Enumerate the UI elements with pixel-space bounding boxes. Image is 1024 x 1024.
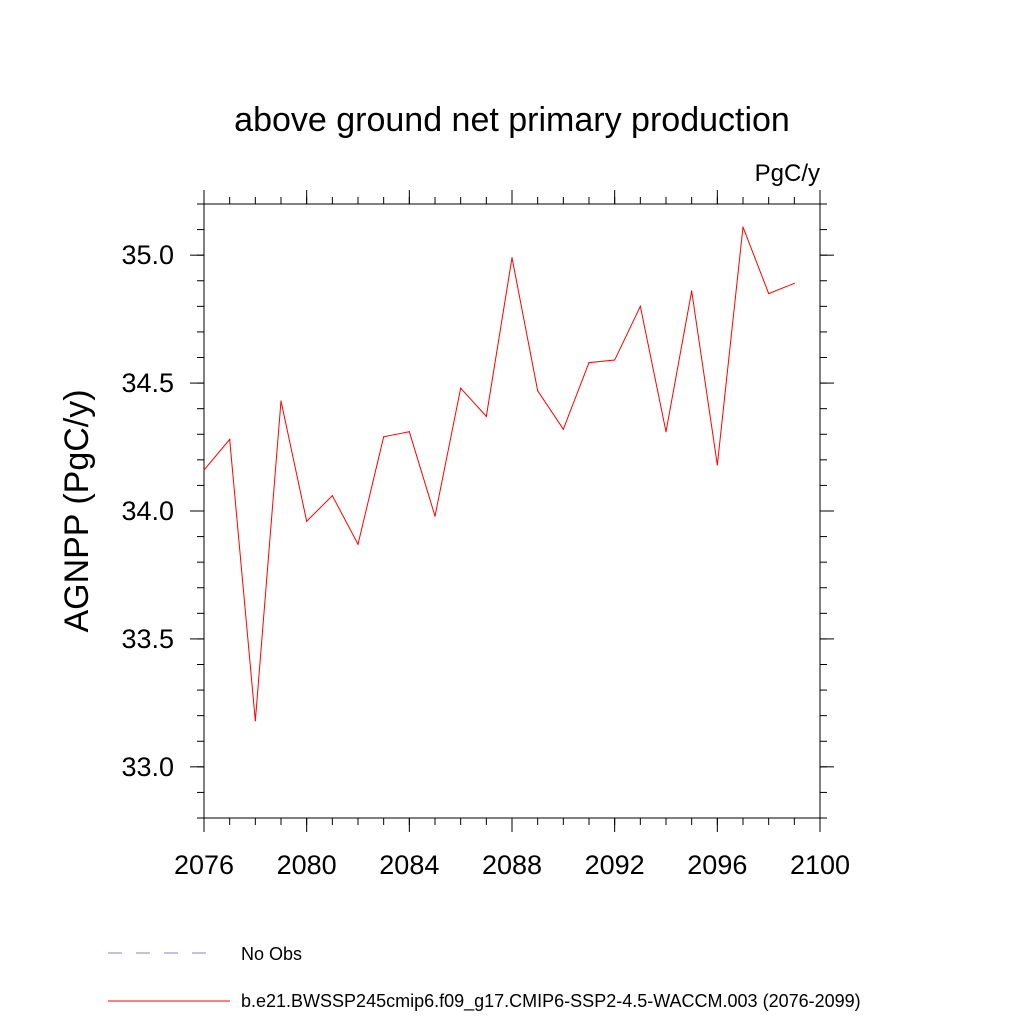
data-point [408,431,410,433]
data-point [716,464,718,466]
data-point [331,495,333,497]
legend: No Obs b.e21.BWSSP245cmip6.f09_g17.CMIP6… [108,944,861,1012]
data-point [280,400,282,402]
data-point [768,292,770,295]
x-tick-label: 2100 [790,850,850,880]
data-point [665,431,667,433]
x-tick-label: 2080 [277,850,337,880]
data-point [793,282,795,284]
y-tick-label: 34.0 [121,496,174,526]
y-axis-label: AGNPP (PgC/y) [58,389,96,632]
series-line [203,226,795,721]
plot-frame [203,203,821,819]
data-point [485,415,487,417]
data-point [254,720,256,722]
data-point [383,436,385,438]
y-tick-label: 33.0 [121,752,174,782]
data-point [511,257,513,259]
chart-title: above ground net primary production [234,101,790,139]
data-point [306,520,308,522]
data-point [434,515,436,517]
x-tick-label: 2076 [174,850,234,880]
legend-label-model: b.e21.BWSSP245cmip6.f09_g17.CMIP6-SSP2-4… [241,991,861,1012]
units-label: PgC/y [755,160,820,187]
y-tick-label: 35.0 [121,240,174,270]
data-point [537,390,539,392]
data-point [742,226,744,228]
data-point [588,362,590,364]
data-point [460,387,462,389]
series-layer [203,226,795,722]
data-point [691,290,693,292]
axis-ticks [190,190,834,832]
data-point [562,428,564,430]
data-point [203,469,205,471]
y-tick-label: 33.5 [121,624,174,654]
y-tick-label: 34.5 [121,368,174,398]
x-tick-label: 2084 [379,850,439,880]
data-point [357,543,359,545]
x-tick-label: 2092 [585,850,645,880]
axis-tick-labels: 2076 2080 2084 2088 2092 2096 2100 33.0 33.5 34.0… [121,240,850,880]
data-point [229,438,231,440]
legend-label-no-obs: No Obs [241,944,302,964]
x-tick-label: 2096 [687,850,747,880]
data-point [614,359,616,361]
data-point [639,305,641,307]
x-tick-label: 2088 [482,850,542,880]
